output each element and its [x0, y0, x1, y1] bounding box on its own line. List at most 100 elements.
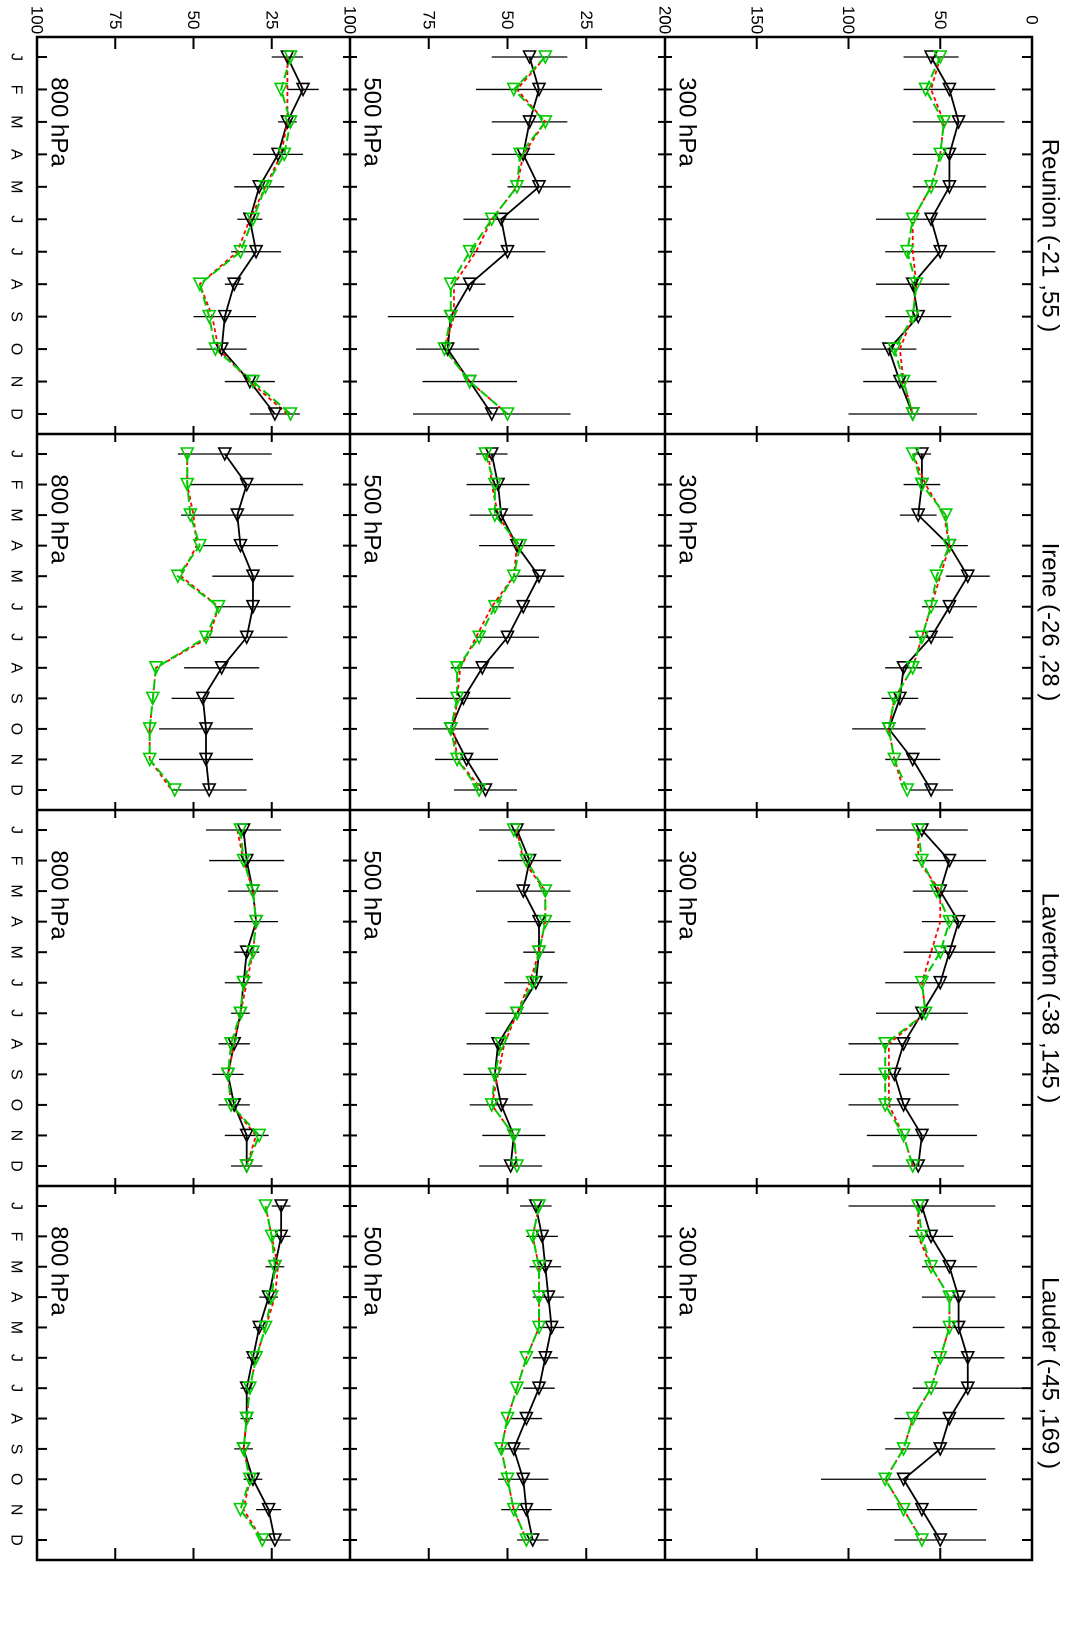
obs-point — [493, 1098, 509, 1113]
month-label: S — [8, 1444, 25, 1455]
month-label: J — [8, 215, 25, 223]
model-green-point — [918, 1006, 933, 1022]
obs-point — [896, 1098, 911, 1113]
model-green-point — [258, 1199, 273, 1214]
panel-level-label: 500 hPa — [359, 77, 386, 167]
model-green-point — [236, 1442, 251, 1457]
panel-7: 500 hPa — [359, 823, 571, 1174]
month-label: A — [8, 662, 25, 673]
panel-level-label: 500 hPa — [359, 1226, 386, 1316]
obs-point — [493, 212, 509, 228]
value-tick-label: 50 — [184, 11, 203, 30]
value-axis-0: 0 50 100 150 200 — [656, 6, 1042, 1560]
panel-0: 300 hPa — [674, 50, 1005, 422]
obs-point — [896, 661, 911, 676]
series-model-green — [443, 56, 547, 415]
obs-point — [910, 508, 926, 523]
month-label: S — [8, 311, 25, 322]
model-green-point — [531, 1259, 547, 1275]
month-label: O — [8, 723, 25, 735]
month-label: N — [8, 1130, 25, 1142]
model-green-point — [942, 914, 957, 930]
model-green-point — [509, 1006, 525, 1022]
obs-point — [932, 244, 948, 260]
model-green-point — [887, 342, 902, 357]
value-tick-label: 0 — [1023, 15, 1042, 24]
model-green-point — [506, 1502, 522, 1518]
model-green-point — [487, 1067, 503, 1083]
month-label: F — [8, 856, 25, 866]
model-green-point — [462, 374, 477, 390]
panel-level-label: 500 hPa — [359, 474, 386, 564]
month-label: A — [8, 149, 25, 160]
model-green-point — [905, 661, 921, 676]
month-label: N — [8, 754, 25, 766]
panel-2: 800 hPa — [46, 50, 319, 422]
series-observed — [902, 1205, 969, 1541]
model-green-point — [245, 212, 261, 228]
model-green-point — [484, 1098, 500, 1113]
panel-8: 800 hPa — [46, 823, 285, 1174]
model-green-point — [183, 508, 198, 523]
month-label: O — [8, 1473, 25, 1485]
month-label: D — [8, 1160, 25, 1172]
obs-point — [951, 914, 966, 930]
obs-point — [896, 1472, 911, 1488]
model-green-point — [905, 407, 921, 422]
model-green-point — [538, 884, 553, 899]
model-green-point — [242, 1472, 258, 1488]
model-green-point — [462, 244, 477, 260]
month-label: N — [8, 1504, 25, 1516]
obs-point — [531, 82, 547, 98]
panel-9: 300 hPa — [674, 1199, 1023, 1548]
series-model-red — [898, 56, 945, 415]
month-label: O — [8, 343, 25, 355]
month-label: F — [8, 480, 25, 490]
month-label: F — [8, 1231, 25, 1241]
value-tick-label: 25 — [262, 11, 281, 30]
station-title: Lauder (-45 ,169 ) — [1037, 1277, 1064, 1469]
obs-point — [484, 407, 500, 422]
panel-11: 800 hPa — [46, 1199, 291, 1548]
month-label: J — [8, 450, 25, 458]
obs-point — [923, 1229, 939, 1245]
series-model-green — [884, 1205, 951, 1541]
month-label: A — [8, 1038, 25, 1049]
month-axis-0: J F M A M J J A S O N D — [8, 53, 1032, 420]
obs-point — [923, 50, 939, 65]
model-green-point — [896, 1128, 911, 1144]
value-tick-label: 25 — [577, 11, 596, 30]
obs-point — [230, 508, 245, 523]
model-green-point — [918, 82, 933, 98]
series-model-red — [490, 829, 547, 1167]
month-axis-1: J F M A M J J A S O N D — [8, 450, 1032, 796]
model-green-point — [506, 82, 522, 98]
series-observed — [242, 1206, 283, 1541]
obs-point — [267, 1533, 283, 1548]
model-green-point — [208, 342, 223, 357]
series-model-green — [239, 1205, 276, 1541]
model-green-point — [881, 722, 897, 737]
value-tick-label: 50 — [931, 11, 950, 30]
panel-level-label: 800 hPa — [46, 77, 73, 167]
obs-point — [534, 1229, 550, 1245]
series-observed — [449, 453, 541, 791]
model-green-point — [942, 538, 957, 554]
month-label: J — [8, 633, 25, 641]
model-green-point — [929, 569, 944, 584]
model-green-point — [443, 722, 459, 737]
value-axis-1: 0 25 50 75 100 — [341, 6, 675, 1560]
month-label: O — [8, 1099, 25, 1111]
month-label: A — [8, 1292, 25, 1303]
model-green-point — [142, 722, 157, 737]
value-axis-2: 0 25 50 75 100 — [28, 6, 360, 1560]
obs-point — [914, 1128, 930, 1144]
model-green-point — [887, 691, 902, 707]
model-green-point — [899, 244, 915, 260]
obs-point — [267, 407, 283, 422]
model-green-point — [896, 374, 911, 390]
model-green-point — [148, 661, 164, 676]
model-green-point — [942, 1320, 957, 1336]
model-green-point — [248, 1351, 264, 1366]
model-green-point — [905, 447, 921, 462]
